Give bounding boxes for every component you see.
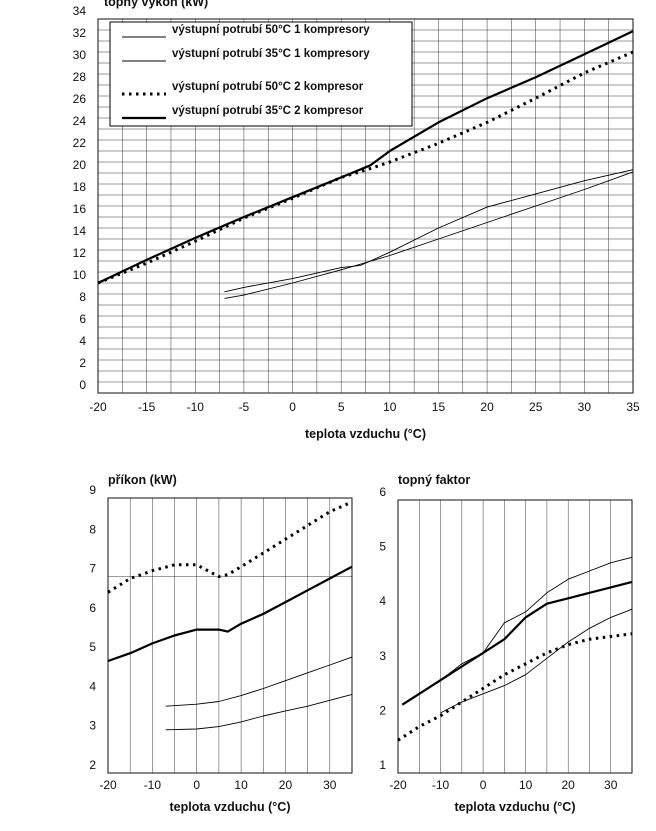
y-tick-label: 6 bbox=[379, 485, 386, 499]
y-tick-label: 24 bbox=[73, 114, 87, 128]
series-line-3 bbox=[440, 608, 633, 714]
series-line-2 bbox=[401, 580, 633, 706]
x-axis-title: teplota vzduchu (°C) bbox=[170, 800, 291, 814]
x-tick-label: 10 bbox=[234, 778, 248, 792]
chart-bottom-heating-output: -20 -15 -10 -5 0 5 10 15 20 25 30 35024681012141618… bbox=[73, 0, 640, 441]
x-tick-label: 5 bbox=[338, 400, 345, 414]
y-tick-label: 3 bbox=[379, 649, 386, 663]
x-axis-title: teplota vzduchu (°C) bbox=[455, 800, 576, 814]
y-axis-title: topný výkon (kW) bbox=[104, 0, 208, 9]
y-tick-label: 2 bbox=[89, 758, 96, 772]
x-tick-label: 30 bbox=[323, 778, 337, 792]
y-tick-label: 12 bbox=[73, 246, 87, 260]
plot-frame bbox=[97, 18, 634, 394]
series-line-3 bbox=[107, 500, 353, 594]
x-tick-label: -10 bbox=[187, 400, 205, 414]
x-tick-label: 0 bbox=[193, 778, 200, 792]
x-tick-label: -20 bbox=[389, 778, 407, 792]
series-line-0 bbox=[165, 693, 353, 731]
series-line-0 bbox=[397, 632, 633, 742]
y-tick-label: 5 bbox=[89, 640, 96, 654]
y-tick-label: 20 bbox=[73, 158, 87, 172]
series-line-3 bbox=[97, 30, 634, 284]
series-line-1 bbox=[165, 656, 353, 707]
series-line-1 bbox=[224, 169, 634, 293]
x-tick-label: 15 bbox=[432, 400, 446, 414]
y-tick-label: 4 bbox=[89, 679, 96, 693]
y-tick-label: 22 bbox=[73, 136, 87, 150]
legend-label-1: výstupní potrubí 35°C 1 kompresory bbox=[172, 48, 370, 60]
x-tick-label: 30 bbox=[578, 400, 592, 414]
legend: výstupní potrubí 50°C 1 kompresory výstup… bbox=[109, 21, 413, 127]
y-tick-label: 8 bbox=[89, 522, 96, 536]
y-tick-label: 0 bbox=[79, 378, 86, 392]
y-tick-label: 10 bbox=[73, 268, 87, 282]
y-tick-label: 9 bbox=[89, 483, 96, 497]
y-axis-title: příkon (kW) bbox=[108, 473, 177, 487]
x-tick-label: -5 bbox=[239, 400, 250, 414]
x-axis-title: teplota vzduchu (°C) bbox=[305, 427, 426, 441]
series-line-0 bbox=[224, 171, 634, 299]
x-tick-label: 0 bbox=[289, 400, 296, 414]
plot-frame bbox=[107, 497, 353, 774]
y-tick-label: 26 bbox=[73, 92, 87, 106]
y-tick-label: 18 bbox=[73, 180, 87, 194]
y-tick-label: 4 bbox=[79, 334, 86, 348]
x-tick-label: 30 bbox=[604, 778, 618, 792]
y-tick-label: 8 bbox=[79, 290, 86, 304]
grid bbox=[107, 498, 353, 774]
chart-top-right-heating-factor: -20 -10 0 10 20 30 1 2 3 4 5 6 teplota vzduchu (°C) t… bbox=[379, 473, 633, 814]
y-tick-label: 14 bbox=[73, 224, 87, 238]
y-tick-label: 2 bbox=[79, 356, 86, 370]
legend-label-0: výstupní potrubí 50°C 1 kompresory bbox=[172, 24, 370, 36]
y-axis-title: topný faktor bbox=[398, 473, 470, 487]
legend-label-3: výstupní potrubí 35°C 2 kompresor bbox=[172, 105, 364, 117]
plot-frame bbox=[397, 499, 633, 774]
x-tick-label: 20 bbox=[562, 778, 576, 792]
x-tick-label: -20 bbox=[89, 400, 107, 414]
series-line-2 bbox=[97, 50, 634, 285]
legend-label-2: výstupní potrubí 50°C 2 kompresor bbox=[172, 81, 364, 93]
y-tick-label: 7 bbox=[89, 562, 96, 576]
x-tick-label: 35 bbox=[626, 400, 640, 414]
x-tick-label: -10 bbox=[144, 778, 162, 792]
y-tick-label: 5 bbox=[379, 540, 386, 554]
legend-box bbox=[109, 21, 413, 127]
y-tick-label: 30 bbox=[73, 48, 87, 62]
y-tick-label: 34 bbox=[73, 4, 87, 18]
x-tick-label: -20 bbox=[99, 778, 117, 792]
x-tick-label: 20 bbox=[480, 400, 494, 414]
chart-top-left-power-input: -20 -10 0 10 20 30 2 3 4 5 6 7 8 9 teplota vzduchu (°C… bbox=[89, 473, 353, 814]
x-tick-label: -10 bbox=[432, 778, 450, 792]
x-tick-label: -15 bbox=[138, 400, 156, 414]
y-tick-label: 1 bbox=[379, 758, 386, 772]
y-tick-label: 4 bbox=[379, 594, 386, 608]
y-tick-label: 2 bbox=[379, 703, 386, 717]
x-tick-label: 10 bbox=[519, 778, 533, 792]
x-tick-label: 0 bbox=[480, 778, 487, 792]
y-tick-label: 32 bbox=[73, 26, 87, 40]
y-tick-label: 16 bbox=[73, 202, 87, 216]
series-line-2 bbox=[107, 565, 353, 663]
x-tick-label: 25 bbox=[529, 400, 543, 414]
y-tick-label: 6 bbox=[89, 601, 96, 615]
y-tick-label: 28 bbox=[73, 70, 87, 84]
grid bbox=[397, 499, 633, 774]
y-tick-label: 6 bbox=[79, 312, 86, 326]
x-tick-label: 20 bbox=[279, 778, 293, 792]
x-tick-label: 10 bbox=[383, 400, 397, 414]
y-tick-label: 3 bbox=[89, 719, 96, 733]
